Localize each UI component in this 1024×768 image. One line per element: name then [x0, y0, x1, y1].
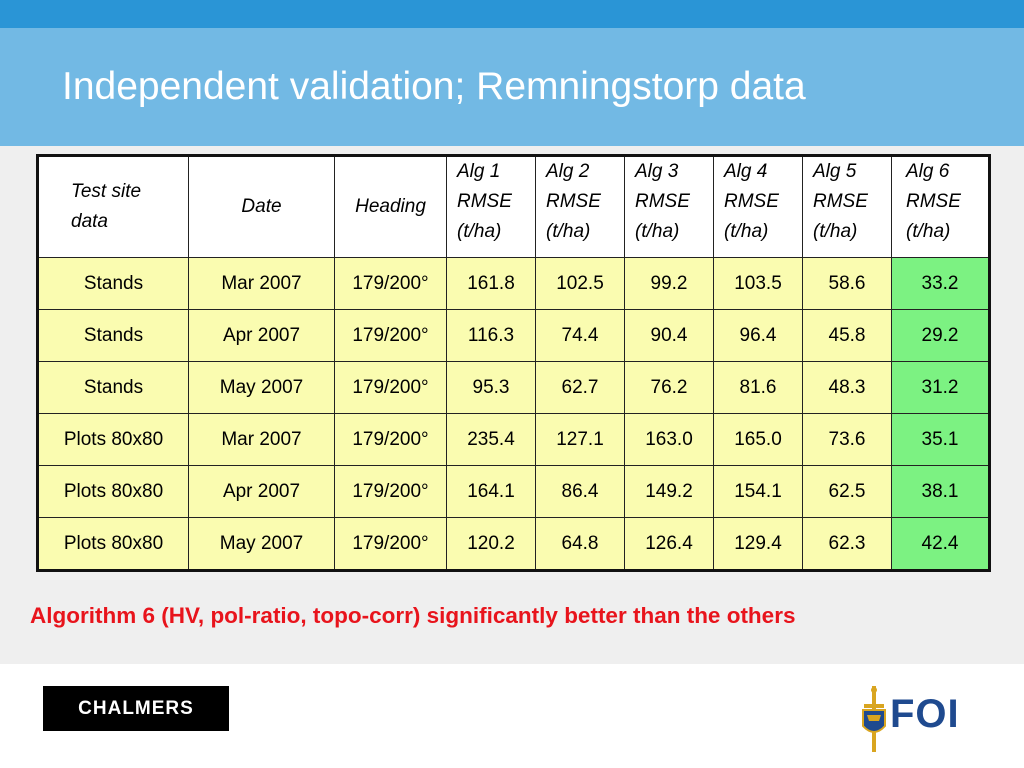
cell-heading: 179/200°	[334, 413, 447, 466]
cell-alg2: 102.5	[535, 257, 625, 310]
header-test-site: Test site data	[37, 155, 189, 258]
cell-alg5: 62.5	[802, 465, 892, 518]
cell-alg2: 74.4	[535, 309, 625, 362]
cell-alg3: 163.0	[624, 413, 714, 466]
cell-alg4: 154.1	[713, 465, 803, 518]
header-date: Date	[188, 155, 335, 258]
cell-date: Mar 2007	[188, 257, 335, 310]
cell-heading: 179/200°	[334, 517, 447, 571]
cell-alg6: 42.4	[891, 517, 990, 571]
cell-date: Mar 2007	[188, 413, 335, 466]
cell-alg2: 86.4	[535, 465, 625, 518]
header-alg2: Alg 2 RMSE (t/ha)	[535, 155, 625, 258]
table-row: Stands Mar 2007 179/200° 161.8 102.5 99.…	[37, 257, 990, 310]
table-row: Plots 80x80 Mar 2007 179/200° 235.4 127.…	[37, 413, 990, 466]
cell-date: May 2007	[188, 361, 335, 414]
cell-test-site: Plots 80x80	[37, 413, 189, 466]
table-row: Stands May 2007 179/200° 95.3 62.7 76.2 …	[37, 361, 990, 414]
cell-alg1: 116.3	[446, 309, 536, 362]
cell-alg2: 64.8	[535, 517, 625, 571]
title-band	[0, 28, 1024, 146]
cell-alg3: 126.4	[624, 517, 714, 571]
cell-alg3: 99.2	[624, 257, 714, 310]
cell-heading: 179/200°	[334, 361, 447, 414]
cell-alg2: 127.1	[535, 413, 625, 466]
cell-heading: 179/200°	[334, 257, 447, 310]
cell-alg6: 35.1	[891, 413, 990, 466]
cell-alg1: 164.1	[446, 465, 536, 518]
table-row: Stands Apr 2007 179/200° 116.3 74.4 90.4…	[37, 309, 990, 362]
cell-date: Apr 2007	[188, 309, 335, 362]
cell-alg2: 62.7	[535, 361, 625, 414]
cell-alg3: 149.2	[624, 465, 714, 518]
cell-alg5: 73.6	[802, 413, 892, 466]
cell-test-site: Stands	[37, 309, 189, 362]
cell-alg4: 81.6	[713, 361, 803, 414]
chalmers-logo-text: CHALMERS	[78, 697, 194, 719]
table-header-row: Test site data Date Heading Alg 1 RMSE (t/h…	[37, 155, 990, 258]
cell-alg5: 48.3	[802, 361, 892, 414]
cell-date: May 2007	[188, 517, 335, 571]
cell-alg1: 161.8	[446, 257, 536, 310]
cell-alg6: 33.2	[891, 257, 990, 310]
table-row: Plots 80x80 May 2007 179/200° 120.2 64.8…	[37, 517, 990, 571]
cell-date: Apr 2007	[188, 465, 335, 518]
cell-alg1: 235.4	[446, 413, 536, 466]
cell-alg6: 31.2	[891, 361, 990, 414]
conclusion-note: Algorithm 6 (HV, pol-ratio, topo-corr) s…	[30, 603, 796, 628]
cell-test-site: Stands	[37, 361, 189, 414]
cell-alg1: 120.2	[446, 517, 536, 571]
header-alg5: Alg 5 RMSE (t/ha)	[802, 155, 892, 258]
cell-alg5: 45.8	[802, 309, 892, 362]
cell-alg6: 29.2	[891, 309, 990, 362]
cell-alg4: 103.5	[713, 257, 803, 310]
header-alg1: Alg 1 RMSE (t/ha)	[446, 155, 536, 258]
header-heading: Heading	[334, 155, 447, 258]
cell-test-site: Plots 80x80	[37, 517, 189, 571]
foi-crest-icon	[862, 686, 886, 752]
cell-test-site: Stands	[37, 257, 189, 310]
chalmers-logo: CHALMERS	[43, 686, 229, 731]
slide-title: Independent validation; Remningstorp dat…	[62, 65, 806, 108]
cell-alg3: 76.2	[624, 361, 714, 414]
header-alg6: Alg 6 RMSE (t/ha)	[891, 155, 990, 258]
cell-heading: 179/200°	[334, 309, 447, 362]
header-alg4: Alg 4 RMSE (t/ha)	[713, 155, 803, 258]
cell-alg6: 38.1	[891, 465, 990, 518]
cell-alg3: 90.4	[624, 309, 714, 362]
foi-logo-text: FOI	[890, 692, 960, 736]
top-accent-strip	[0, 0, 1024, 28]
cell-alg5: 62.3	[802, 517, 892, 571]
rmse-table: Test site data Date Heading Alg 1 RMSE (t/h…	[36, 154, 991, 572]
table-row: Plots 80x80 Apr 2007 179/200° 164.1 86.4…	[37, 465, 990, 518]
cell-alg4: 96.4	[713, 309, 803, 362]
cell-alg1: 95.3	[446, 361, 536, 414]
foi-logo: FOI	[858, 684, 960, 754]
header-alg3: Alg 3 RMSE (t/ha)	[624, 155, 714, 258]
cell-heading: 179/200°	[334, 465, 447, 518]
cell-alg5: 58.6	[802, 257, 892, 310]
cell-test-site: Plots 80x80	[37, 465, 189, 518]
cell-alg4: 129.4	[713, 517, 803, 571]
cell-alg4: 165.0	[713, 413, 803, 466]
